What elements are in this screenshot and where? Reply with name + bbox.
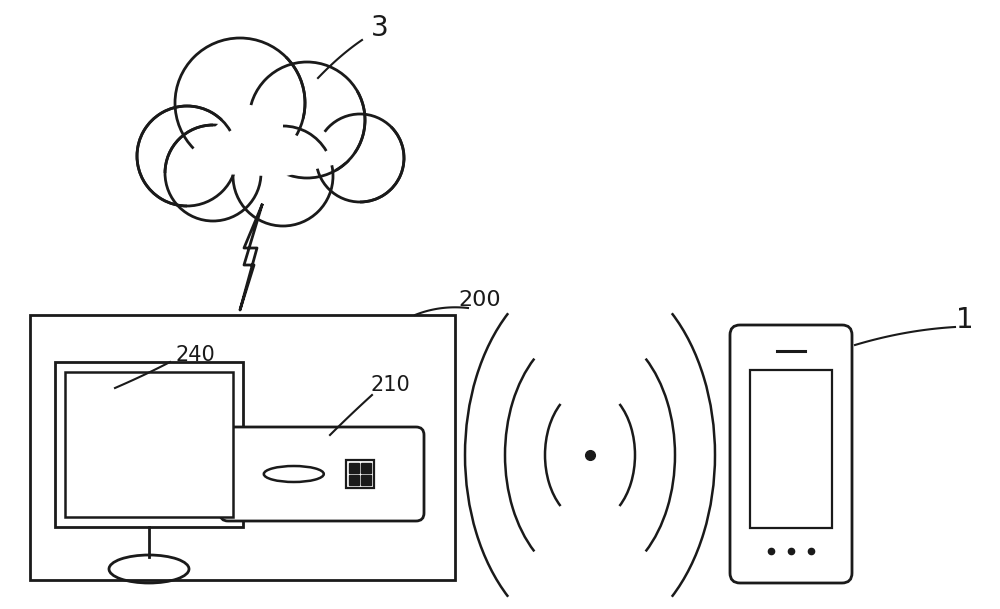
Text: 240: 240 xyxy=(175,345,215,365)
Bar xyxy=(361,463,371,473)
Bar xyxy=(349,475,359,485)
Circle shape xyxy=(137,106,237,206)
FancyBboxPatch shape xyxy=(220,427,424,521)
Bar xyxy=(361,475,371,485)
Bar xyxy=(55,362,243,527)
Bar xyxy=(349,463,359,473)
Circle shape xyxy=(233,126,333,226)
Bar xyxy=(346,460,374,488)
Text: 200: 200 xyxy=(459,290,501,310)
Polygon shape xyxy=(240,205,262,310)
Circle shape xyxy=(175,38,305,168)
Polygon shape xyxy=(187,103,360,176)
Text: 1: 1 xyxy=(956,306,974,334)
Circle shape xyxy=(316,114,404,202)
Text: 3: 3 xyxy=(371,14,389,42)
Circle shape xyxy=(249,62,365,178)
Circle shape xyxy=(165,125,261,221)
Bar xyxy=(30,315,455,580)
Bar xyxy=(65,372,233,517)
Text: 210: 210 xyxy=(370,375,410,395)
Bar xyxy=(750,370,832,528)
FancyBboxPatch shape xyxy=(730,325,852,583)
